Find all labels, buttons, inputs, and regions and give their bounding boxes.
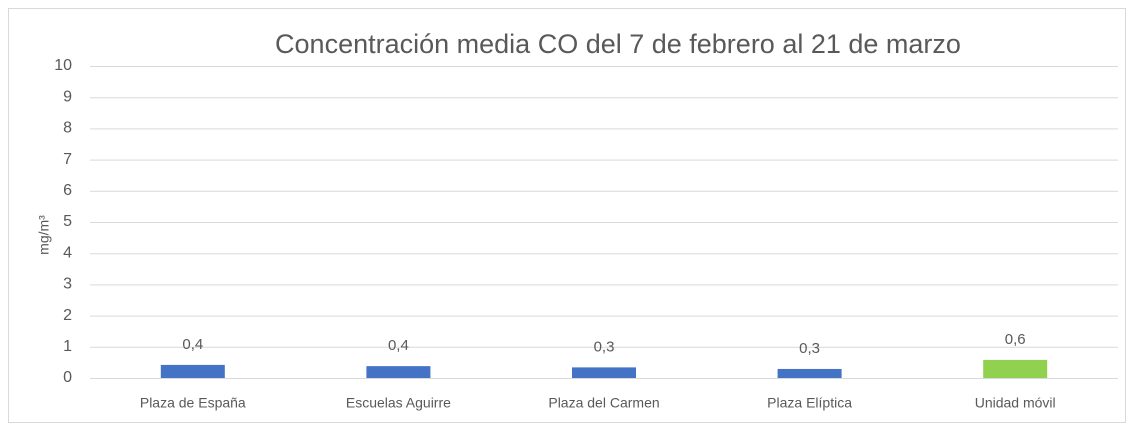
- bar: [983, 359, 1048, 378]
- y-tick-label: 2: [63, 307, 72, 324]
- x-tick-label: Plaza de España: [140, 395, 246, 411]
- bar: [572, 367, 636, 378]
- x-tick-label: Unidad móvil: [975, 395, 1056, 411]
- y-tick-label: 5: [63, 213, 72, 230]
- y-tick-label: 8: [63, 120, 72, 137]
- data-label: 0,6: [1005, 331, 1026, 348]
- x-tick-label: Escuelas Aguirre: [346, 395, 451, 411]
- y-tick-label: 9: [63, 88, 72, 105]
- y-tick-label: 7: [63, 151, 72, 168]
- bar: [366, 366, 431, 378]
- x-tick-label: Plaza Elíptica: [767, 395, 852, 411]
- bar: [160, 364, 225, 378]
- y-tick-label: 6: [63, 182, 72, 199]
- y-axis-label: mg/m³: [36, 215, 52, 255]
- chart-border: [8, 8, 1126, 423]
- y-tick-label: 4: [63, 244, 72, 261]
- y-tick-label: 1: [63, 338, 72, 355]
- data-label: 0,3: [799, 340, 820, 357]
- y-tick-label: 3: [63, 276, 72, 293]
- bar: [777, 368, 842, 378]
- chart-title: Concentración media CO del 7 de febrero …: [275, 29, 961, 59]
- y-tick-label: 0: [63, 369, 72, 386]
- x-tick-label: Plaza del Carmen: [548, 395, 659, 411]
- data-label: 0,3: [594, 338, 615, 355]
- data-label: 0,4: [388, 337, 409, 354]
- data-label: 0,4: [182, 336, 203, 353]
- y-tick-label: 10: [54, 57, 72, 74]
